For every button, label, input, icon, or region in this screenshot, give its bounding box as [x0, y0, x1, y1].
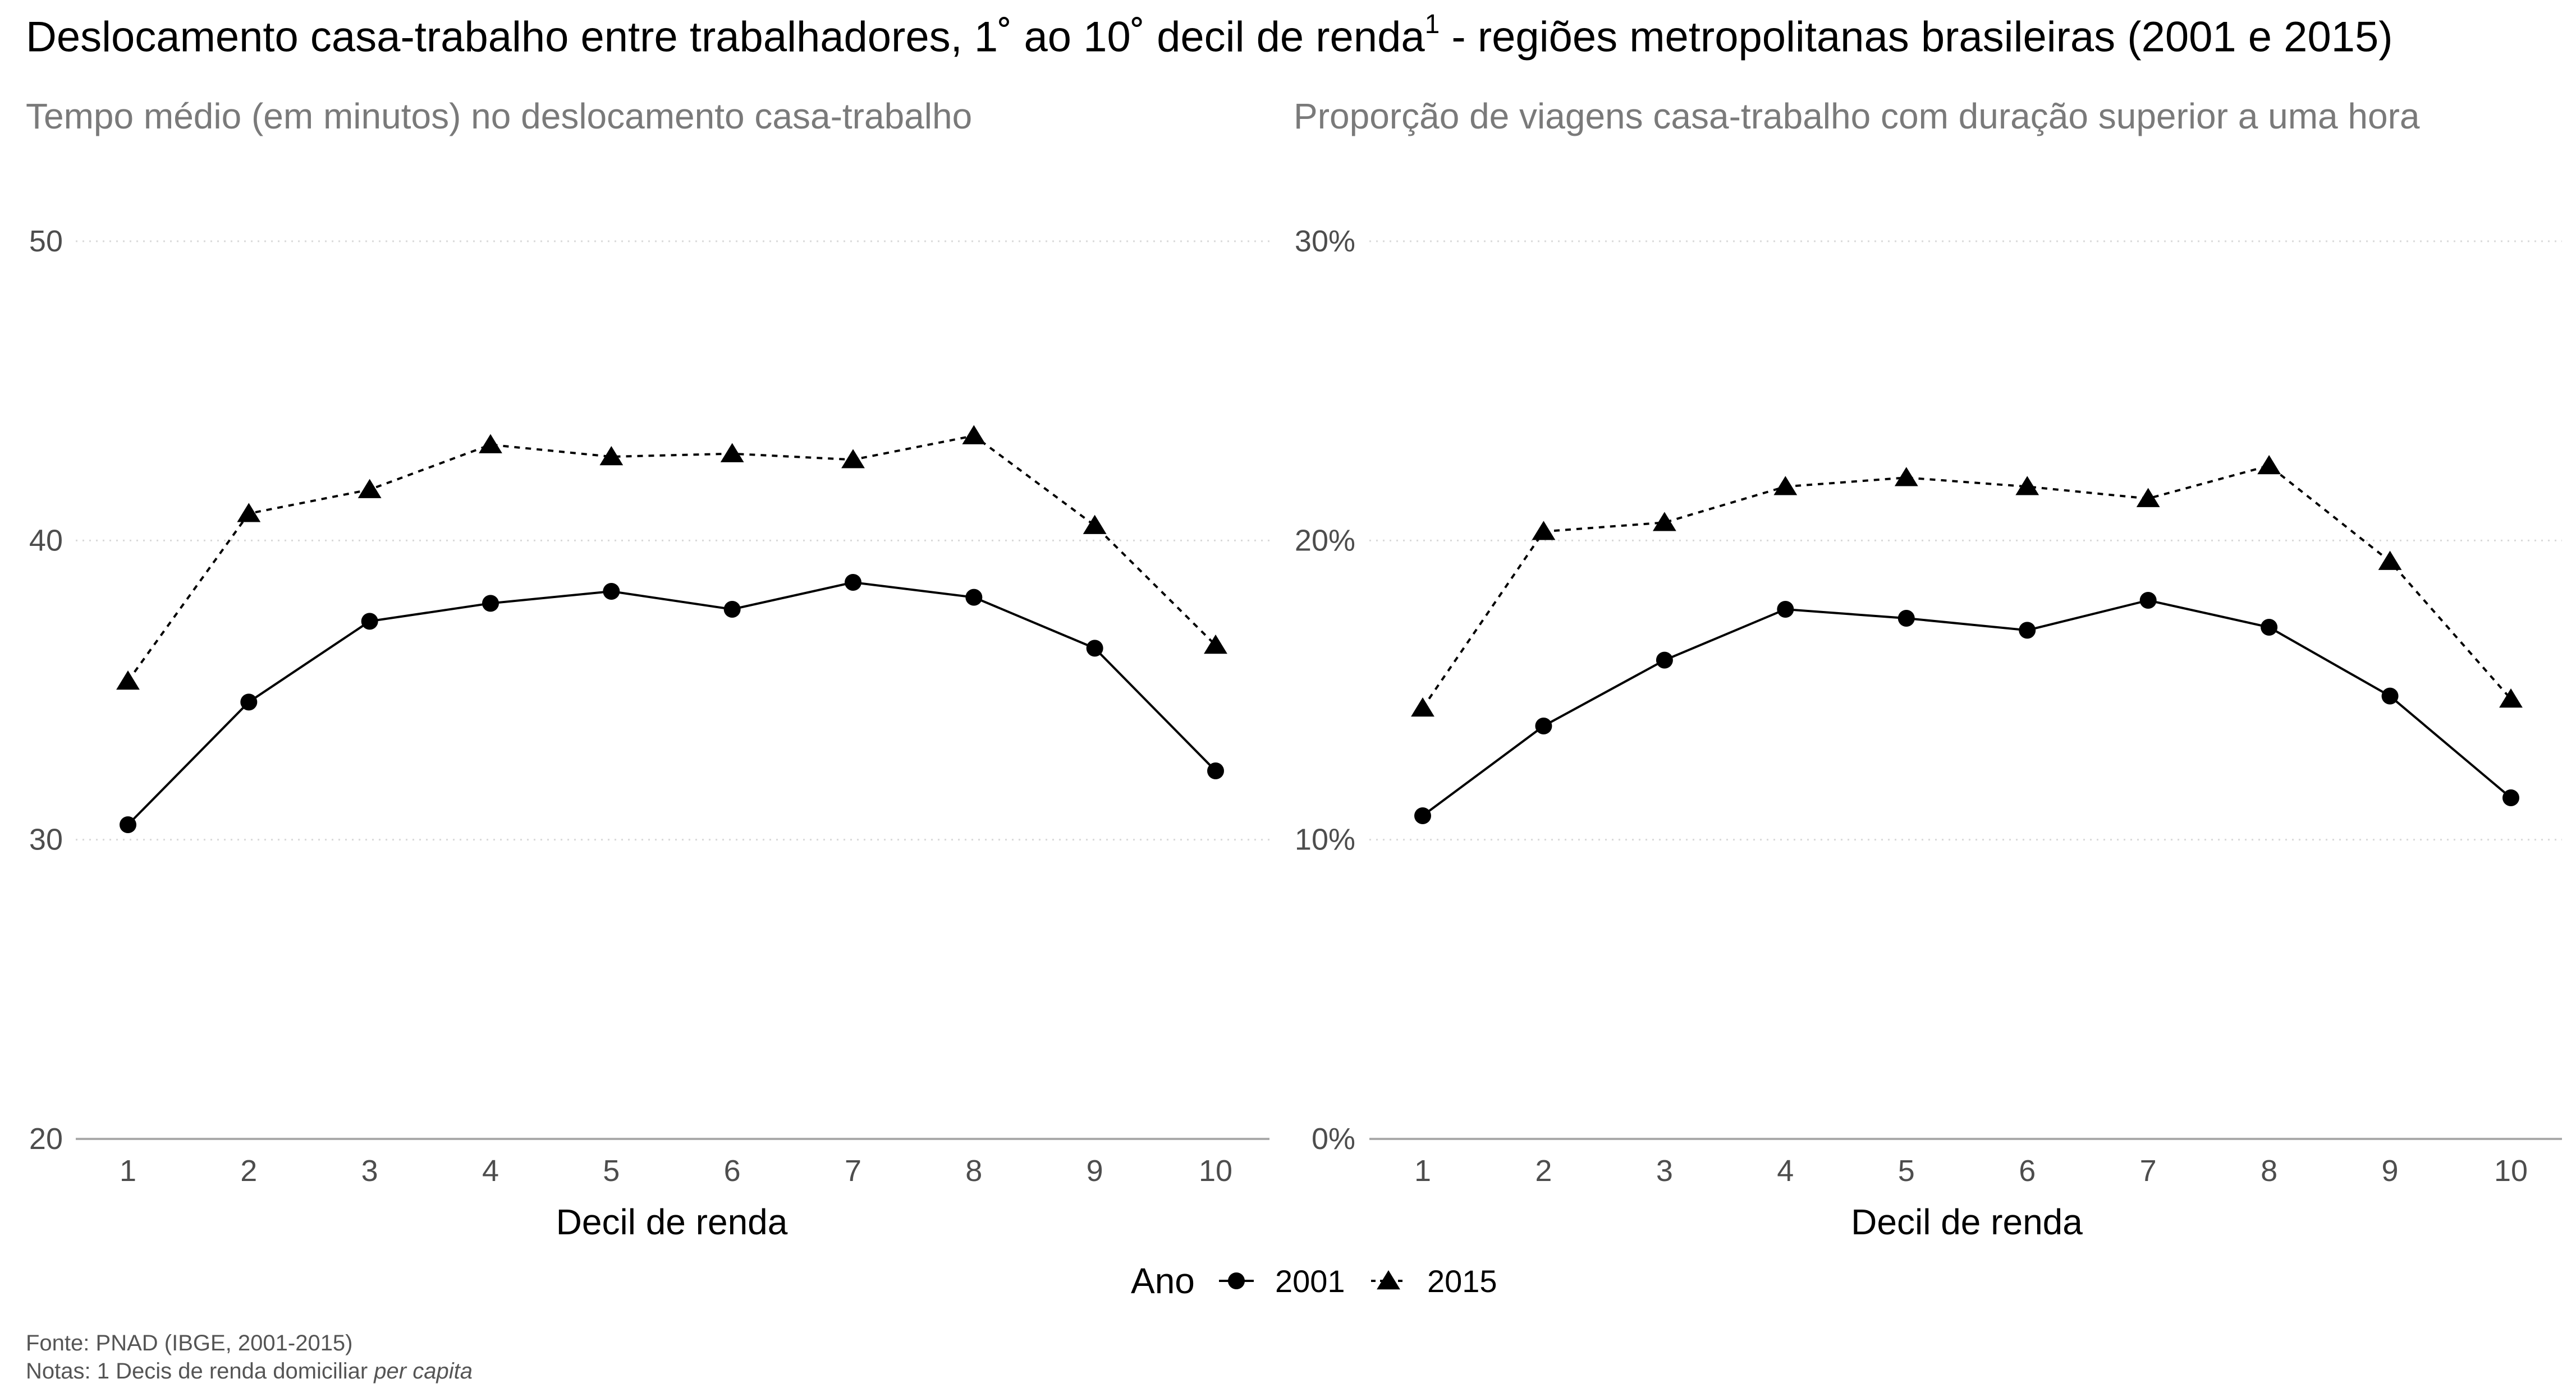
- left-x-tick-label: 5: [603, 1154, 620, 1188]
- right-panel: 0% 10% 20% 30% 1 2 3 4 5 6 7 8 9 10 Decil de renda: [1295, 224, 2562, 1242]
- right-x-tick-label: 8: [2261, 1154, 2277, 1188]
- right-series-2001: [1414, 592, 2519, 824]
- left-panel-subtitle: Tempo médio (em minutos) no deslocamento…: [26, 96, 973, 136]
- left-point-2001: [482, 595, 499, 612]
- right-x-tick-label: 5: [1898, 1154, 1915, 1188]
- left-x-tick-label: 6: [724, 1154, 741, 1188]
- left-point-2001: [965, 589, 983, 606]
- left-x-tick-label: 2: [240, 1154, 257, 1188]
- right-point-2001: [2139, 592, 2157, 609]
- right-point-2015: [1411, 697, 1434, 717]
- legend-title: Ano: [1131, 1261, 1195, 1301]
- chart-title-text-end: - regiões metropolitanas brasileiras (20…: [1440, 13, 2393, 61]
- left-point-2001: [120, 816, 136, 833]
- left-panel: 20 30 40 50 1 2 3 4 5 6 7 8 9 10 Decil de renda: [29, 224, 1269, 1242]
- right-point-2001: [1897, 610, 1915, 627]
- right-panel-subtitle: Proporção de viagens casa-trabalho com d…: [1294, 96, 2420, 136]
- right-point-2015: [2015, 476, 2039, 495]
- left-point-2015: [720, 443, 744, 462]
- left-line-2001: [127, 581, 1217, 826]
- left-x-tick-label: 4: [482, 1154, 499, 1188]
- legend-label-2001: 2001: [1275, 1263, 1345, 1299]
- left-y-tick-label: 40: [29, 523, 63, 557]
- right-y-tick-label: 20%: [1295, 523, 1355, 557]
- chart-title: Deslocamento casa-trabalho entre trabalh…: [26, 10, 2393, 61]
- left-series-2001: [120, 574, 1224, 833]
- left-x-tick-label: 3: [361, 1154, 378, 1188]
- right-x-tick-label: 1: [1414, 1154, 1431, 1188]
- right-y-tick-label: 0%: [1312, 1122, 1355, 1156]
- left-point-2001: [845, 574, 861, 591]
- left-y-tick-label: 50: [29, 224, 63, 258]
- left-point-2001: [1086, 640, 1103, 657]
- right-point-2015: [1773, 476, 1798, 495]
- legend: Ano 2001 2015: [1131, 1261, 1497, 1301]
- right-point-2015: [1652, 512, 1676, 531]
- right-x-tick-label: 10: [2494, 1154, 2528, 1188]
- left-point-2015: [1204, 635, 1227, 654]
- right-point-2015: [2136, 488, 2160, 507]
- source-note: Fonte: PNAD (IBGE, 2001-2015): [26, 1331, 353, 1355]
- right-y-tick-label: 30%: [1295, 224, 1355, 258]
- left-x-tick-label: 9: [1087, 1154, 1103, 1188]
- chart-title-superscript: 1: [1424, 10, 1440, 39]
- legend-key-marker-2001: [1228, 1272, 1245, 1289]
- left-point-2015: [479, 434, 502, 453]
- right-point-2001: [2381, 687, 2399, 705]
- right-point-2015: [1894, 467, 1918, 486]
- right-x-tick-label: 4: [1777, 1154, 1794, 1188]
- right-x-tick-label: 3: [1656, 1154, 1673, 1188]
- left-line-2015: [127, 434, 1217, 682]
- right-point-2015: [2257, 455, 2281, 475]
- left-point-2015: [116, 670, 140, 690]
- right-point-2015: [2499, 688, 2523, 708]
- notes-italic-text: per capita: [374, 1359, 473, 1384]
- right-point-2015: [1532, 521, 1556, 540]
- right-point-2015: [2378, 550, 2402, 570]
- right-y-tick-label: 10%: [1295, 823, 1355, 857]
- right-point-2001: [1777, 601, 1794, 618]
- right-line-2015: [1422, 464, 2512, 709]
- left-x-tick-label: 7: [845, 1154, 861, 1188]
- left-point-2015: [1083, 514, 1107, 534]
- right-x-tick-label: 6: [2019, 1154, 2036, 1188]
- right-point-2001: [2502, 789, 2519, 806]
- left-x-axis-title: Decil de renda: [556, 1202, 788, 1242]
- right-point-2001: [1535, 718, 1552, 734]
- left-point-2001: [603, 583, 620, 600]
- right-series-2015: [1411, 455, 2523, 717]
- left-point-2015: [357, 479, 382, 498]
- right-point-2001: [1656, 651, 1673, 669]
- notes-note: Notas: 1 Decis de renda domiciliar per c…: [26, 1359, 473, 1384]
- right-point-2001: [2019, 622, 2036, 639]
- right-x-tick-label: 9: [2382, 1154, 2399, 1188]
- notes-text: Notas: 1 Decis de renda domiciliar: [26, 1359, 374, 1384]
- left-x-tick-label: 8: [965, 1154, 982, 1188]
- chart-title-text: Deslocamento casa-trabalho entre trabalh…: [26, 13, 1425, 61]
- right-line-2001: [1422, 599, 2512, 817]
- left-y-tick-label: 30: [29, 823, 63, 857]
- left-point-2001: [361, 613, 378, 630]
- legend-label-2015: 2015: [1427, 1263, 1497, 1299]
- left-y-tick-label: 20: [29, 1122, 63, 1156]
- legend-key-marker-2015: [1377, 1270, 1400, 1290]
- left-point-2015: [962, 425, 986, 444]
- left-point-2015: [841, 449, 865, 468]
- right-x-axis-title: Decil de renda: [1851, 1202, 2083, 1242]
- left-point-2015: [599, 446, 624, 466]
- left-x-tick-label: 1: [120, 1154, 136, 1188]
- right-point-2001: [2261, 619, 2278, 636]
- left-series-2015: [116, 425, 1227, 690]
- right-x-tick-label: 7: [2140, 1154, 2157, 1188]
- left-point-2001: [240, 693, 258, 711]
- right-x-tick-label: 2: [1535, 1154, 1552, 1188]
- left-point-2001: [723, 601, 741, 618]
- left-x-tick-label: 10: [1199, 1154, 1232, 1188]
- right-point-2001: [1414, 807, 1431, 824]
- left-point-2001: [1207, 762, 1224, 779]
- left-point-2015: [237, 503, 261, 522]
